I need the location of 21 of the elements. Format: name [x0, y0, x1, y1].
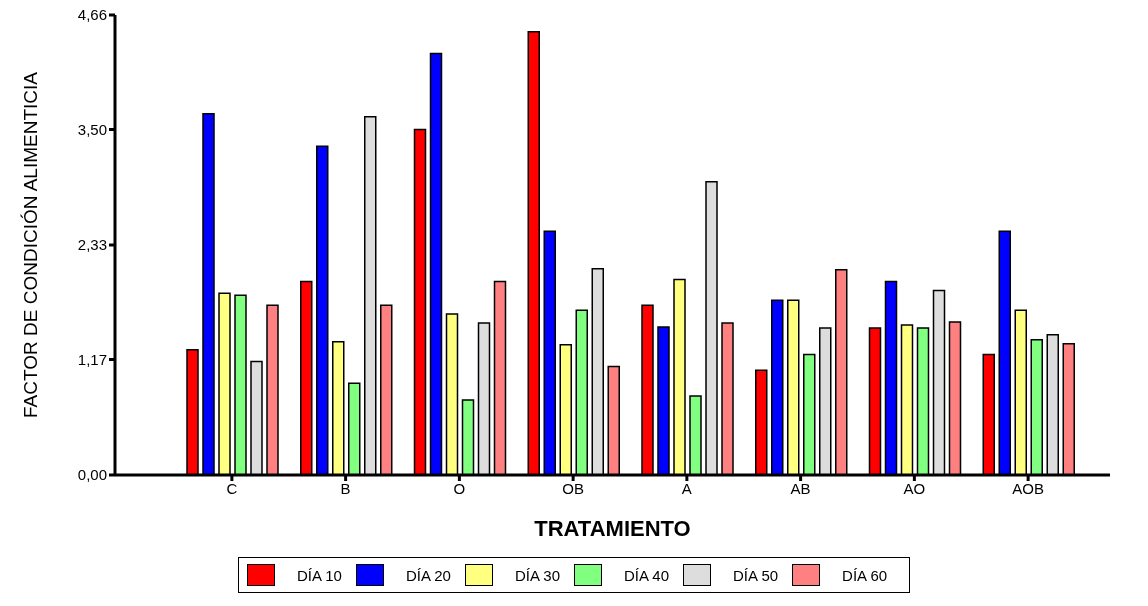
x-tick-label: AB [790, 479, 811, 497]
y-tick-label: 2,33 [77, 236, 107, 254]
x-tick-label: B [340, 479, 351, 497]
x-tick-label: AOB [1012, 479, 1044, 497]
y-tick-label: 3,50 [77, 120, 107, 138]
legend-label: DÍA 50 [733, 566, 779, 584]
legend-label: DÍA 40 [624, 566, 670, 584]
legend-label: DÍA 20 [405, 566, 451, 584]
x-tick-label: A [681, 479, 692, 497]
x-tick-label: AO [903, 479, 926, 497]
legend-label: DÍA 10 [296, 566, 342, 584]
y-tick-label: 1,17 [77, 350, 107, 368]
x-axis-title: TRATAMIENTO [534, 516, 691, 541]
x-tick-label: C [226, 479, 238, 497]
y-tick-label: 4,66 [77, 6, 107, 24]
legend-label: DÍA 30 [514, 566, 560, 584]
x-tick-label: OB [562, 479, 584, 497]
y-axis-title: FACTOR DE CONDICIÓN ALIMENTICIA [19, 71, 41, 418]
legend-label: DÍA 60 [842, 566, 888, 584]
x-tick-label: O [453, 479, 466, 497]
y-tick-label: 0,00 [77, 466, 107, 484]
